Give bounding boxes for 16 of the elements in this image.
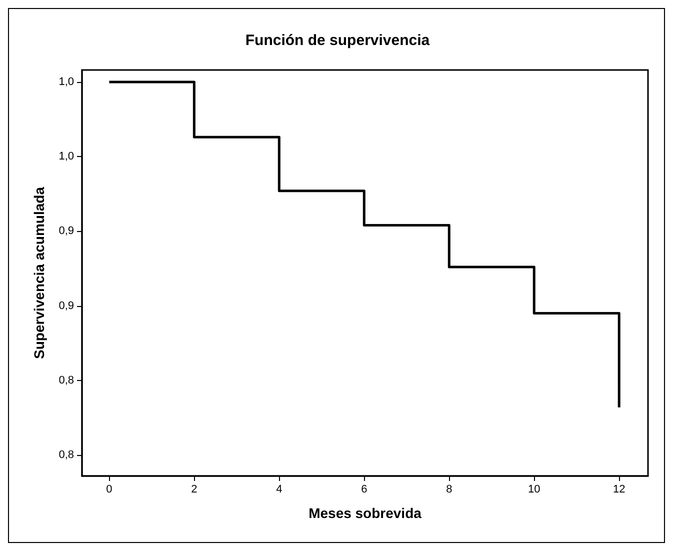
y-tick-label: 0,9 bbox=[58, 300, 74, 312]
x-tick-label: 6 bbox=[361, 484, 368, 496]
x-axis-title: Meses sobrevida bbox=[308, 505, 422, 521]
chart-title: Función de supervivencia bbox=[245, 32, 430, 49]
x-tick-label: 2 bbox=[191, 484, 198, 496]
x-tick-label: 0 bbox=[106, 484, 112, 496]
y-tick-label: 0,8 bbox=[58, 374, 74, 386]
x-tick-label: 12 bbox=[612, 484, 626, 496]
y-axis-title: Supervivencia acumulada bbox=[31, 186, 47, 359]
y-tick-label: 0,8 bbox=[58, 449, 74, 462]
y-tick-label: 1,0 bbox=[58, 76, 74, 88]
x-tick-label: 10 bbox=[528, 484, 540, 496]
x-tick-label: 4 bbox=[276, 484, 282, 496]
x-tick-label: 8 bbox=[446, 484, 452, 496]
y-tick-label: 0,9 bbox=[58, 225, 74, 238]
y-tick-label: 1,0 bbox=[58, 150, 74, 163]
